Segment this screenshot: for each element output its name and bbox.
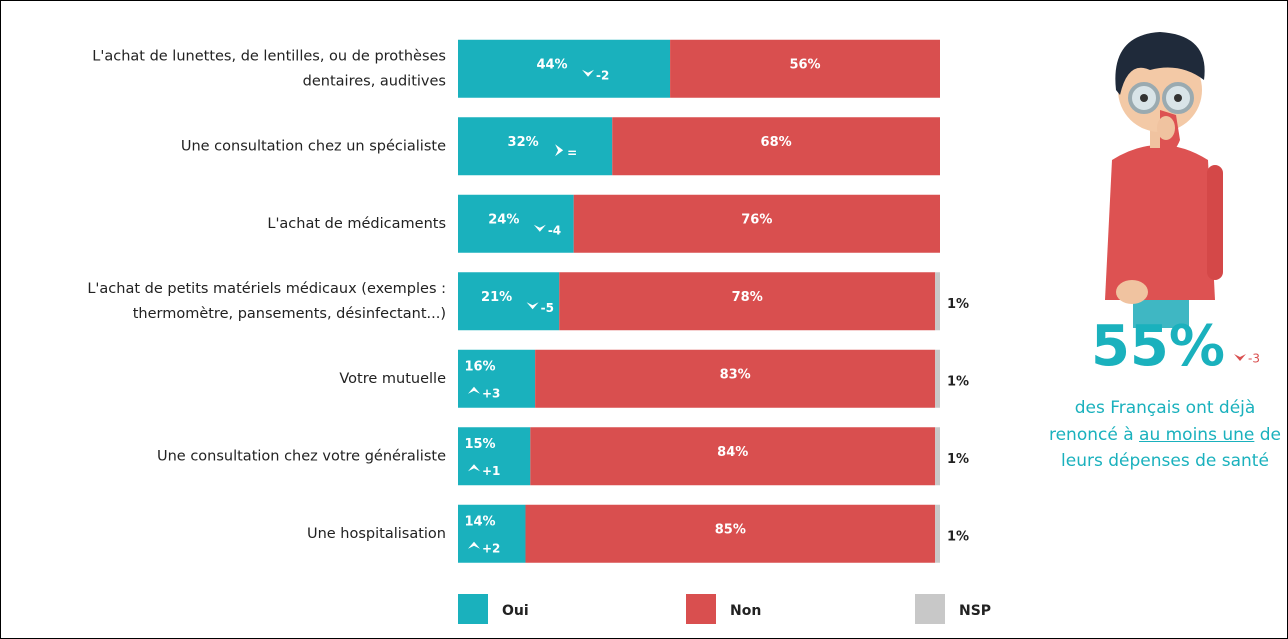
value-label: 24% bbox=[488, 212, 519, 227]
legend-swatch bbox=[458, 594, 488, 624]
value-label: 1% bbox=[947, 529, 969, 544]
value-label: 32% bbox=[508, 135, 539, 150]
value-label: 21% bbox=[481, 290, 512, 305]
legend-label: NSP bbox=[959, 603, 991, 619]
change-label: -4 bbox=[548, 223, 561, 237]
change-label: +3 bbox=[482, 386, 500, 400]
value-label: 56% bbox=[789, 57, 820, 72]
change-label: -5 bbox=[541, 301, 554, 315]
headline-text-part: au moins une bbox=[1139, 425, 1254, 445]
change-arrow bbox=[1234, 354, 1246, 361]
value-label: 84% bbox=[717, 445, 748, 460]
category-label: Une consultation chez un spécialiste bbox=[181, 138, 446, 154]
page: L'achat de lunettes, de lentilles, ou de… bbox=[0, 0, 1288, 639]
bar-segment bbox=[935, 272, 940, 330]
bar-segment bbox=[935, 350, 940, 408]
value-label: 78% bbox=[732, 290, 763, 305]
category-label: Une consultation chez votre généraliste bbox=[157, 448, 446, 464]
bar-segment bbox=[935, 427, 940, 485]
category-label: L'achat de médicaments bbox=[267, 216, 446, 232]
legend-label: Oui bbox=[502, 603, 529, 619]
value-label: 44% bbox=[536, 57, 567, 72]
value-label: 15% bbox=[464, 437, 495, 452]
headline-value: 55% bbox=[1091, 314, 1225, 379]
value-label: 1% bbox=[947, 452, 969, 467]
value-label: 85% bbox=[715, 522, 746, 537]
change-label: +2 bbox=[482, 541, 500, 555]
change-label: -2 bbox=[596, 68, 609, 82]
value-label: 1% bbox=[947, 297, 969, 312]
illustration bbox=[1105, 32, 1223, 328]
chart: L'achat de lunettes, de lentilles, ou de… bbox=[0, 0, 1288, 639]
headline-text: des Français ont déjà renoncé à au moins… bbox=[1042, 395, 1288, 475]
value-label: 1% bbox=[947, 374, 969, 389]
category-label: L'achat de lunettes, de lentilles, ou de… bbox=[92, 48, 446, 64]
category-label: Une hospitalisation bbox=[307, 526, 446, 542]
change-label: +1 bbox=[482, 464, 500, 478]
value-label: 76% bbox=[741, 212, 772, 227]
legend-swatch bbox=[915, 594, 945, 624]
legend-swatch bbox=[686, 594, 716, 624]
value-label: 68% bbox=[761, 135, 792, 150]
value-label: 83% bbox=[720, 367, 751, 382]
value-label: 14% bbox=[464, 514, 495, 529]
headline-change: -3 bbox=[1248, 352, 1260, 366]
change-label: = bbox=[567, 146, 577, 160]
bar-segment bbox=[935, 505, 940, 563]
legend-label: Non bbox=[730, 603, 761, 619]
category-label: Votre mutuelle bbox=[339, 371, 446, 387]
category-label: dentaires, auditives bbox=[303, 73, 446, 89]
category-label: thermomètre, pansements, désinfectant...… bbox=[133, 306, 446, 322]
category-label: L'achat de petits matériels médicaux (ex… bbox=[87, 281, 446, 297]
value-label: 16% bbox=[464, 359, 495, 374]
